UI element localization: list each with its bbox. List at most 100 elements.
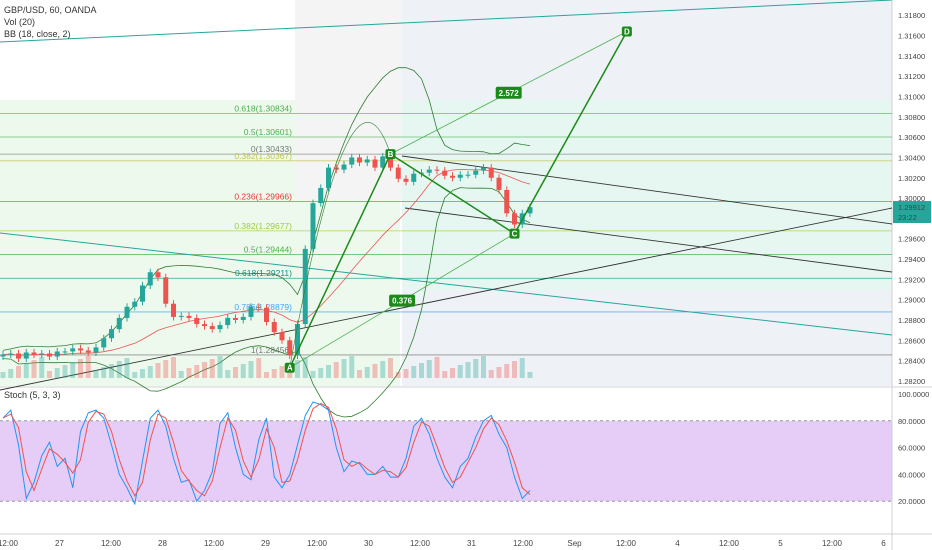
candle-body <box>47 353 52 357</box>
candle-body <box>271 322 277 333</box>
stoch-label[interactable]: Stoch (5, 3, 3) <box>4 390 61 400</box>
stoch-k-line <box>2 401 531 506</box>
symbol-label[interactable]: GBP/USD, 60, OANDA <box>4 5 97 15</box>
fib-level-label: 0.382(1.30367) <box>234 151 292 161</box>
candle-body <box>426 169 432 173</box>
candle-body <box>178 315 184 317</box>
pattern-ratio-box <box>495 86 522 99</box>
candle-body <box>302 248 308 325</box>
time-tick-label: Sep <box>567 539 582 548</box>
bb-upper <box>2 67 531 351</box>
time-tick-label: 5 <box>778 539 783 548</box>
volume-bar <box>101 367 107 378</box>
price-tick-label: 1.28800 <box>898 316 925 325</box>
candle-body <box>349 157 355 165</box>
volume-bar <box>209 359 215 378</box>
candle-body <box>364 159 370 163</box>
candle-body <box>93 347 99 353</box>
candle-body <box>171 303 176 317</box>
volume-bar <box>450 368 455 378</box>
pattern-curve <box>289 122 391 368</box>
volume-bar <box>349 356 355 378</box>
candle-body <box>140 285 145 302</box>
volume-bar <box>116 361 122 378</box>
candle-body <box>411 173 417 182</box>
bollinger-label[interactable]: BB (18, close, 2) <box>4 29 71 39</box>
price-tick-label: 1.31400 <box>898 52 925 61</box>
candle-body <box>380 156 386 168</box>
candle-body <box>465 174 471 176</box>
price-tick-label: 1.28400 <box>898 357 925 366</box>
volume-bar <box>171 357 176 378</box>
candle-body <box>155 272 161 278</box>
time-tick-label: 12:00 <box>0 539 19 548</box>
pattern-ratio-box <box>389 294 416 307</box>
volume-bar <box>39 357 45 378</box>
volume-bar <box>62 365 68 378</box>
candle-body <box>0 354 6 357</box>
stoch-tick-label: 100.0000 <box>898 390 929 399</box>
volume-bar <box>132 372 138 378</box>
volume-bar <box>194 365 200 378</box>
candle-body <box>527 207 533 214</box>
candle-body <box>512 213 517 225</box>
volume-bar <box>202 362 207 378</box>
stoch-tick-label: 20.0000 <box>898 497 925 506</box>
candle-body <box>341 164 347 170</box>
candle-body <box>287 340 293 356</box>
candle-body <box>434 169 440 171</box>
time-tick-label: 12:00 <box>204 539 225 548</box>
volume-bar <box>54 368 60 378</box>
pattern-point-c <box>509 228 520 239</box>
volume-bar <box>279 366 285 378</box>
candle-body <box>62 351 68 353</box>
volume-bar <box>109 364 114 378</box>
volume-bar <box>256 358 262 378</box>
volume-bar <box>519 358 525 378</box>
fib-level-label: 0.236(1.29966) <box>234 192 292 202</box>
volume-bar <box>264 372 269 378</box>
volume-bar <box>0 372 6 378</box>
fib-level-label: 0(1.30433) <box>251 144 292 154</box>
volume-bar <box>217 356 223 378</box>
fib-level-label: 0.382(1.29677) <box>234 221 292 231</box>
time-tick-label: 4 <box>675 539 680 548</box>
candle-body <box>240 316 246 320</box>
volume-label[interactable]: Vol (20) <box>4 17 36 27</box>
fib-level-label: 0.5(1.30601) <box>244 127 292 137</box>
volume-bar <box>434 357 440 378</box>
volume-bar <box>388 358 393 378</box>
current-price-label: 1.29912 <box>898 203 925 212</box>
price-tick-label: 1.28200 <box>898 377 925 386</box>
volume-bar <box>403 369 409 378</box>
volume-bar <box>504 364 510 378</box>
candle-body <box>372 159 378 168</box>
candle-body <box>194 317 200 325</box>
candle-body <box>279 332 285 341</box>
price-tick-label: 1.30800 <box>898 113 925 122</box>
bb-lower <box>2 187 531 418</box>
pattern-point-label: A <box>287 364 293 373</box>
price-tick-label: 1.30200 <box>898 174 925 183</box>
volume-bar <box>163 360 169 378</box>
volume-bar <box>457 365 463 378</box>
candle-body <box>318 187 324 204</box>
price-tick-label: 1.29600 <box>898 235 925 244</box>
volume-bar <box>496 367 502 378</box>
price-tick-label: 1.31000 <box>898 93 925 102</box>
volume-bar <box>395 372 401 378</box>
candle-body <box>85 350 91 353</box>
candle-body <box>109 329 114 339</box>
pattern-point-label: D <box>624 27 630 36</box>
candle-body <box>473 170 479 175</box>
fib-level-label: 1(1.28456) <box>251 345 292 355</box>
volume-bar <box>240 364 246 378</box>
fib-level-label: 0.786(1.28879) <box>234 302 292 312</box>
candle-body <box>481 167 486 171</box>
candle-body <box>217 325 223 330</box>
time-tick-label: 31 <box>467 539 476 548</box>
candle-body <box>54 351 60 357</box>
teal-top-line <box>0 0 893 43</box>
